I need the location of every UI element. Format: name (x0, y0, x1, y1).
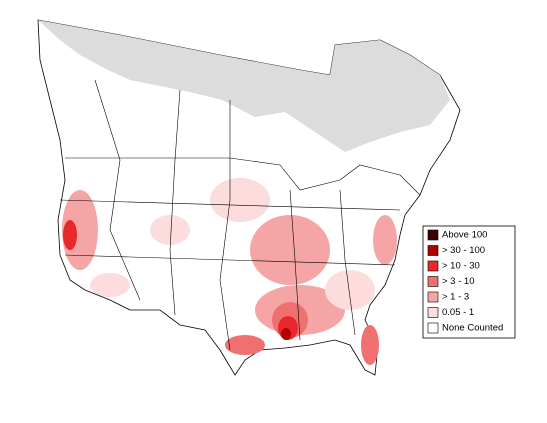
area (281, 328, 291, 340)
boundaries (59, 79, 421, 351)
abundance-areas (62, 178, 397, 365)
border (339, 189, 356, 336)
legend-label: Above 100 (442, 230, 487, 241)
legend-label: > 30 - 100 (442, 245, 485, 256)
border (219, 100, 231, 351)
area (225, 335, 265, 355)
border (289, 189, 301, 341)
area (361, 325, 379, 365)
area (373, 215, 397, 265)
area (210, 178, 270, 222)
border (169, 89, 181, 316)
legend-swatch (427, 322, 439, 334)
legend-label: > 1 - 3 (442, 292, 469, 303)
area (250, 215, 330, 285)
border (65, 157, 421, 196)
border (94, 79, 141, 301)
legend-label: > 3 - 10 (442, 276, 474, 287)
legend-label: None Counted (442, 323, 503, 334)
area (90, 273, 130, 297)
no-data-region (38, 20, 450, 152)
area (150, 215, 190, 245)
border (59, 199, 401, 211)
legend-swatch (427, 307, 439, 318)
legend-swatch (427, 291, 439, 303)
legend-swatch (427, 260, 439, 272)
legend-box (422, 225, 516, 339)
legend-swatch (427, 229, 439, 241)
legend-label: > 10 - 30 (442, 261, 480, 272)
legend: Above 100 > 30 - 100 > 10 - 30 > 3 - 10 > 1 … (422, 225, 516, 339)
area (63, 220, 77, 250)
area (325, 270, 375, 310)
area (62, 190, 98, 270)
legend-swatch (427, 245, 439, 256)
border (64, 254, 396, 266)
legend-label: 0.05 - 1 (442, 307, 474, 318)
legend-swatch (427, 276, 439, 287)
